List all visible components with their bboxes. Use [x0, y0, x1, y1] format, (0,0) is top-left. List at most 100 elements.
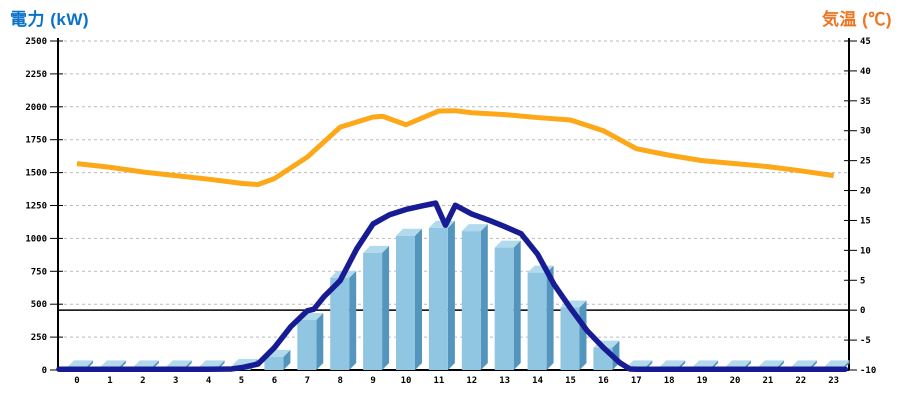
x-tick-label-4: 4: [206, 376, 212, 386]
bar-front-face: [560, 307, 580, 370]
bar-front-face: [297, 319, 317, 370]
left-axis-title: 電力 (kW): [10, 10, 90, 29]
x-tick-label-9: 9: [370, 376, 375, 386]
temperature-series: [76, 108, 835, 188]
right-tick-label-10: 10: [860, 246, 871, 256]
bar-side-face: [415, 228, 422, 370]
x-tick-label-6: 6: [272, 376, 277, 386]
bar-front-face: [330, 277, 350, 370]
left-tick-label-2250: 2250: [25, 70, 47, 80]
x-tick-label-17: 17: [631, 376, 642, 386]
x-tick-label-5: 5: [239, 376, 244, 386]
x-tick-label-0: 0: [74, 376, 79, 386]
bar-side-face: [513, 240, 521, 370]
right-tick-label-35: 35: [860, 97, 871, 107]
bar-top-face: [725, 360, 751, 368]
bar-hour-13: [494, 240, 521, 370]
x-tick-label-3: 3: [173, 376, 178, 386]
bar-hour-6: [264, 349, 291, 370]
bar-top-face: [626, 360, 653, 368]
x-tick-label-19: 19: [697, 376, 708, 386]
x-tick-label-23: 23: [828, 376, 839, 386]
temperature-line: [76, 108, 835, 188]
left-tick-label-1000: 1000: [25, 234, 47, 244]
bar-top-face: [823, 360, 850, 368]
left-tick-label-1500: 1500: [25, 169, 47, 179]
bar-side-face: [283, 349, 291, 370]
bar-top-face: [461, 224, 488, 232]
bar-top-face: [67, 360, 93, 368]
bar-front-face: [527, 272, 547, 370]
right-tick-label-0: 0: [860, 306, 865, 316]
bar-hour-9: [363, 245, 390, 370]
right-tick-label-40: 40: [860, 67, 871, 77]
x-tick-label-12: 12: [466, 376, 477, 386]
right-tick-label-15: 15: [860, 216, 871, 226]
x-tick-label-13: 13: [499, 376, 510, 386]
bar-top-face: [99, 360, 126, 368]
bar-top-face: [165, 360, 192, 368]
bar-front-face: [461, 231, 481, 370]
x-tick-label-1: 1: [107, 376, 112, 386]
bar-hour-12: [461, 224, 488, 370]
bar-front-face: [264, 356, 284, 370]
bar-side-face: [579, 300, 587, 370]
right-tick-label-5: 5: [860, 276, 865, 286]
x-tick-label-15: 15: [565, 376, 576, 386]
right-tick-label-30: 30: [860, 127, 871, 137]
power-line: [56, 200, 848, 372]
left-tick-label-500: 500: [31, 300, 47, 310]
bar-hour-14: [527, 265, 554, 370]
right-tick-label-20: 20: [860, 187, 871, 197]
left-tick-label-2500: 2500: [25, 37, 47, 47]
right-tick-label-45: 45: [860, 37, 871, 47]
bar-hour-8: [330, 270, 357, 370]
bar-top-face: [659, 360, 686, 368]
x-tick-label-22: 22: [795, 376, 806, 386]
bar-front-face: [396, 235, 415, 370]
bar-side-face: [480, 224, 488, 370]
right-tick-label--10: -10: [860, 366, 876, 376]
left-tick-label-2000: 2000: [25, 103, 47, 113]
right-tick-label--5: -5: [860, 336, 871, 346]
power-bars: [67, 220, 850, 370]
right-tick-label-25: 25: [860, 157, 871, 167]
bar-hour-15: [560, 300, 587, 370]
bar-side-face: [546, 265, 554, 370]
right-axis-title: 気温 (℃): [821, 10, 892, 29]
bar-top-face: [396, 228, 422, 236]
power-line-series: [56, 200, 848, 372]
bar-top-face: [790, 360, 817, 368]
bar-side-face: [349, 270, 357, 370]
bar-top-face: [132, 360, 159, 368]
bar-front-face: [428, 227, 448, 370]
x-tick-label-2: 2: [140, 376, 145, 386]
bar-front-face: [494, 247, 514, 370]
bar-top-face: [494, 240, 521, 248]
left-tick-label-1750: 1750: [25, 136, 47, 146]
x-tick-label-7: 7: [305, 376, 310, 386]
bar-side-face: [382, 245, 390, 370]
x-tick-label-20: 20: [730, 376, 741, 386]
bar-top-face: [363, 245, 390, 253]
left-tick-label-250: 250: [31, 333, 47, 343]
x-tick-label-16: 16: [598, 376, 609, 386]
bar-side-face: [447, 220, 455, 370]
bar-hour-10: [396, 228, 422, 370]
bar-top-face: [757, 360, 784, 368]
left-tick-label-750: 750: [31, 267, 47, 277]
x-tick-label-18: 18: [664, 376, 675, 386]
bar-top-face: [198, 360, 225, 368]
x-tick-label-10: 10: [401, 376, 412, 386]
x-tick-label-21: 21: [762, 376, 773, 386]
bar-hour-11: [428, 220, 455, 370]
left-tick-label-1250: 1250: [25, 202, 47, 212]
bar-front-face: [363, 252, 383, 370]
x-tick-label-11: 11: [433, 376, 444, 386]
bar-top-face: [692, 360, 719, 368]
x-tick-label-14: 14: [532, 376, 543, 386]
left-tick-label-0: 0: [42, 366, 47, 376]
x-tick-label-8: 8: [337, 376, 342, 386]
